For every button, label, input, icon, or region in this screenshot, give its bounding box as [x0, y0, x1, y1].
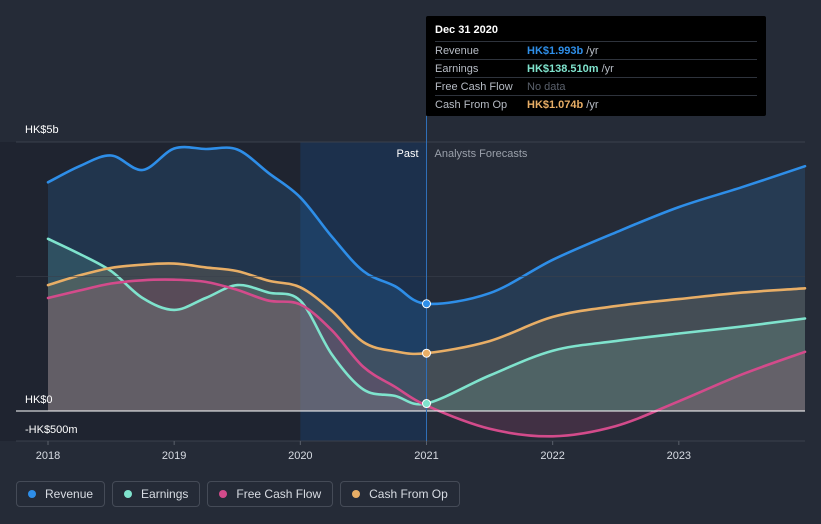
y-axis-top-label: HK$5b — [25, 124, 59, 136]
tooltip: Dec 31 2020 Revenue HK$1.993b /yr Earnin… — [426, 16, 766, 116]
x-tick-label: 2022 — [540, 450, 564, 462]
revenue-marker-point — [422, 299, 431, 309]
x-tick-label: 2023 — [667, 450, 691, 462]
tooltip-row-cash-from-op: Cash From Op HK$1.074b /yr — [435, 95, 757, 113]
tooltip-row-label: Earnings — [435, 62, 479, 75]
x-tick-label: 2019 — [162, 450, 186, 462]
legend-label: Revenue — [45, 487, 94, 501]
free-cash-flow-line — [46, 278, 807, 438]
cash-from-op-area — [48, 263, 805, 411]
legend: Revenue Earnings Free Cash Flow Cash Fro… — [16, 481, 460, 507]
tooltip-row-value: HK$138.510m — [527, 62, 599, 75]
legend-item-earnings[interactable]: Earnings — [112, 481, 201, 507]
tooltip-row-label: Cash From Op — [435, 98, 508, 111]
free-cash-flow-area — [48, 279, 805, 437]
revenue-line — [46, 145, 807, 306]
tooltip-row-unit: /yr — [586, 98, 599, 111]
y-axis-bottom-label: -HK$500m — [25, 424, 78, 436]
revenue-area — [48, 147, 805, 411]
tooltip-row-label: Revenue — [435, 44, 480, 57]
earnings-marker-point — [422, 399, 431, 409]
legend-dot-icon — [352, 490, 361, 498]
legend-label: Cash From Op — [369, 487, 448, 501]
y-axis-zero-label: HK$0 — [25, 394, 53, 406]
tooltip-row-value: HK$1.993b — [527, 44, 584, 57]
legend-dot-icon — [219, 490, 228, 498]
tooltip-row-free-cash-flow: Free Cash Flow No data — [435, 77, 757, 95]
tooltip-row-value: HK$1.074b — [527, 98, 584, 111]
legend-dot-icon — [28, 490, 36, 498]
tooltip-row-value: No data — [527, 80, 566, 93]
tooltip-row-unit: /yr — [586, 44, 599, 57]
legend-item-free-cash-flow[interactable]: Free Cash Flow — [207, 481, 334, 507]
x-tick-label: 2018 — [36, 450, 60, 462]
legend-dot-icon — [124, 490, 133, 498]
forecast-label: Analysts Forecasts — [435, 148, 528, 160]
cash-from-op-marker-point — [422, 348, 431, 358]
tooltip-row-unit: /yr — [601, 62, 614, 75]
tooltip-row-label: Free Cash Flow — [435, 80, 513, 93]
past-highlight-band — [300, 142, 427, 441]
legend-label: Earnings — [141, 487, 189, 501]
past-label: Past — [396, 148, 418, 160]
legend-label: Free Cash Flow — [236, 487, 322, 501]
legend-item-revenue[interactable]: Revenue — [16, 481, 106, 507]
x-tick-label: 2020 — [288, 450, 312, 462]
earnings-line — [46, 237, 807, 406]
tooltip-row-revenue: Revenue HK$1.993b /yr — [435, 41, 757, 59]
x-tick-label: 2021 — [414, 450, 438, 462]
cash-from-op-line — [46, 262, 807, 356]
tooltip-row-earnings: Earnings HK$138.510m /yr — [435, 59, 757, 77]
tooltip-date: Dec 31 2020 — [435, 24, 498, 36]
legend-item-cash-from-op[interactable]: Cash From Op — [340, 481, 460, 507]
earnings-area — [48, 238, 805, 411]
